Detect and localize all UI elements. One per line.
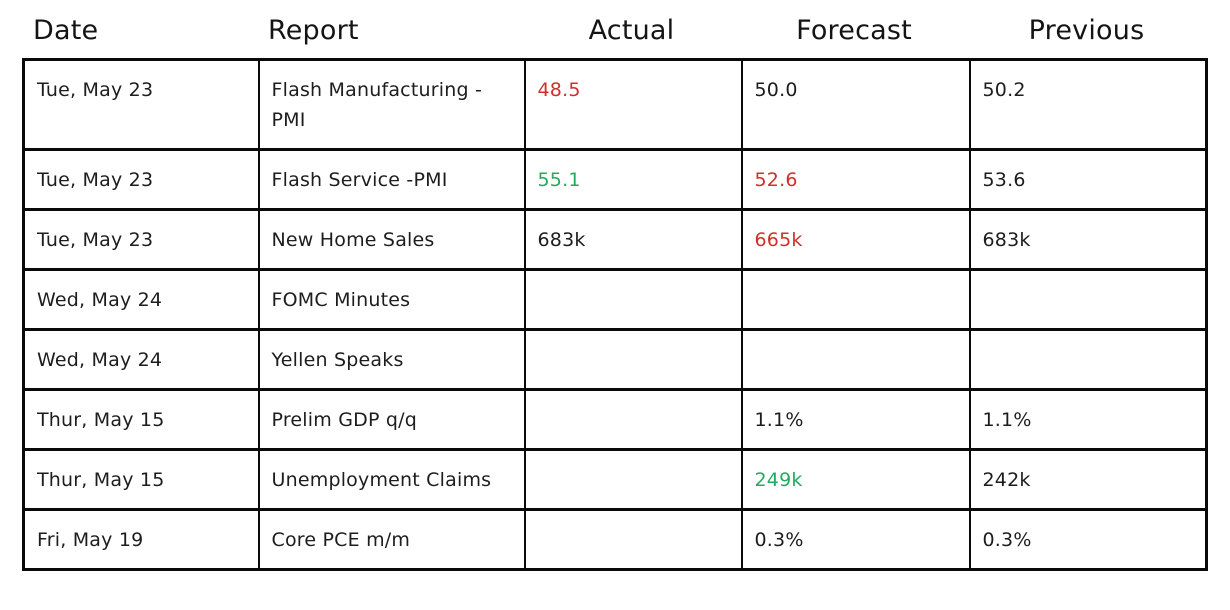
column-header-actual: Actual <box>588 15 675 46</box>
cell-forecast: 50.0 <box>740 58 971 151</box>
cell-previous: 242k <box>968 448 1208 511</box>
cell-date: Wed, May 24 <box>22 268 260 331</box>
cell-date: Thur, May 15 <box>22 388 260 451</box>
economic-calendar-table: Tue, May 23 Flash Manufacturing - PMI 48… <box>22 58 1208 571</box>
column-header-report: Report <box>268 15 359 46</box>
table-row: Thur, May 15 Prelim GDP q/q 1.1% 1.1% <box>22 388 1208 451</box>
report-table-body: Tue, May 23 Flash Manufacturing - PMI 48… <box>22 58 1208 571</box>
cell-actual: 55.1 <box>523 148 743 211</box>
column-header-row: Date Report Actual Forecast Previous <box>22 0 1230 58</box>
cell-report: Flash Manufacturing - PMI <box>257 58 526 151</box>
table-row: Wed, May 24 FOMC Minutes <box>22 268 1208 331</box>
cell-previous: 53.6 <box>968 148 1208 211</box>
cell-date: Wed, May 24 <box>22 328 260 391</box>
cell-actual <box>523 448 743 511</box>
table-row: Tue, May 23 Flash Service -PMI 55.1 52.6… <box>22 148 1208 211</box>
cell-report: New Home Sales <box>257 208 526 271</box>
cell-forecast <box>740 328 971 391</box>
table-row: Wed, May 24 Yellen Speaks <box>22 328 1208 391</box>
column-header-date: Date <box>33 15 99 46</box>
cell-date: Thur, May 15 <box>22 448 260 511</box>
cell-report: Core PCE m/m <box>257 508 526 571</box>
cell-previous: 0.3% <box>968 508 1208 571</box>
cell-report: Flash Service -PMI <box>257 148 526 211</box>
cell-previous: 683k <box>968 208 1208 271</box>
table-row: Thur, May 15 Unemployment Claims 249k 24… <box>22 448 1208 511</box>
cell-forecast: 0.3% <box>740 508 971 571</box>
cell-previous <box>968 328 1208 391</box>
cell-actual: 48.5 <box>523 58 743 151</box>
cell-date: Tue, May 23 <box>22 148 260 211</box>
cell-report: Prelim GDP q/q <box>257 388 526 451</box>
cell-actual <box>523 328 743 391</box>
cell-date: Tue, May 23 <box>22 208 260 271</box>
cell-forecast: 1.1% <box>740 388 971 451</box>
cell-date: Fri, May 19 <box>22 508 260 571</box>
cell-previous: 1.1% <box>968 388 1208 451</box>
cell-date: Tue, May 23 <box>22 58 260 151</box>
cell-forecast: 52.6 <box>740 148 971 211</box>
cell-forecast <box>740 268 971 331</box>
cell-forecast: 249k <box>740 448 971 511</box>
cell-actual <box>523 388 743 451</box>
cell-actual: 683k <box>523 208 743 271</box>
table-row: Fri, May 19 Core PCE m/m 0.3% 0.3% <box>22 508 1208 571</box>
table-row: Tue, May 23 New Home Sales 683k 665k 683… <box>22 208 1208 271</box>
cell-report: FOMC Minutes <box>257 268 526 331</box>
cell-previous <box>968 268 1208 331</box>
cell-report: Yellen Speaks <box>257 328 526 391</box>
cell-actual <box>523 508 743 571</box>
column-header-previous: Previous <box>1028 15 1145 46</box>
cell-previous: 50.2 <box>968 58 1208 151</box>
cell-forecast: 665k <box>740 208 971 271</box>
cell-report: Unemployment Claims <box>257 448 526 511</box>
cell-actual <box>523 268 743 331</box>
table-row: Tue, May 23 Flash Manufacturing - PMI 48… <box>22 58 1208 151</box>
column-header-forecast: Forecast <box>796 15 912 46</box>
